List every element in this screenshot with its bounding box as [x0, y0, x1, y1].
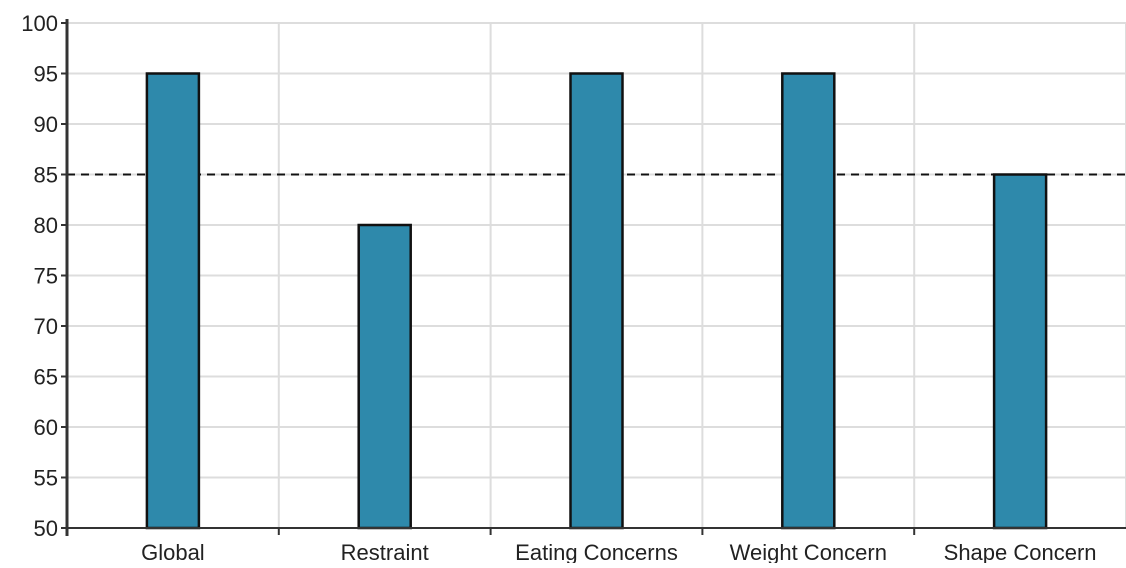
y-tick-label: 50: [34, 516, 58, 541]
y-tick-label: 55: [34, 466, 58, 491]
bar-eating-concerns: [569, 72, 624, 530]
y-tick-label: 80: [34, 213, 58, 238]
bar-weight-concern: [781, 72, 836, 530]
bars: [145, 72, 1048, 530]
bar-global: [145, 72, 201, 530]
y-tick-label: 60: [34, 415, 58, 440]
y-tick-label: 90: [34, 112, 58, 137]
y-tick-label: 100: [21, 11, 58, 36]
x-tick-label: Shape Concern: [944, 540, 1097, 563]
y-tick-label: 65: [34, 365, 58, 390]
x-tick-label: Global: [141, 540, 205, 563]
y-tick-label: 95: [34, 62, 58, 87]
y-tick-label: 75: [34, 264, 58, 289]
x-tick-label: Eating Concerns: [515, 540, 678, 563]
bar-shape-concern: [992, 173, 1048, 530]
x-tick-label: Restraint: [341, 540, 429, 563]
axes: [61, 19, 1126, 536]
y-tick-label: 70: [34, 314, 58, 339]
y-tick-label: 85: [34, 163, 58, 188]
tick-labels: 50 55 60 65 70 75 80 85 90 95 100 Global Restraint Ea…: [21, 11, 1097, 565]
bar-restraint: [357, 223, 412, 530]
x-tick-label: Weight Concern: [730, 540, 887, 563]
